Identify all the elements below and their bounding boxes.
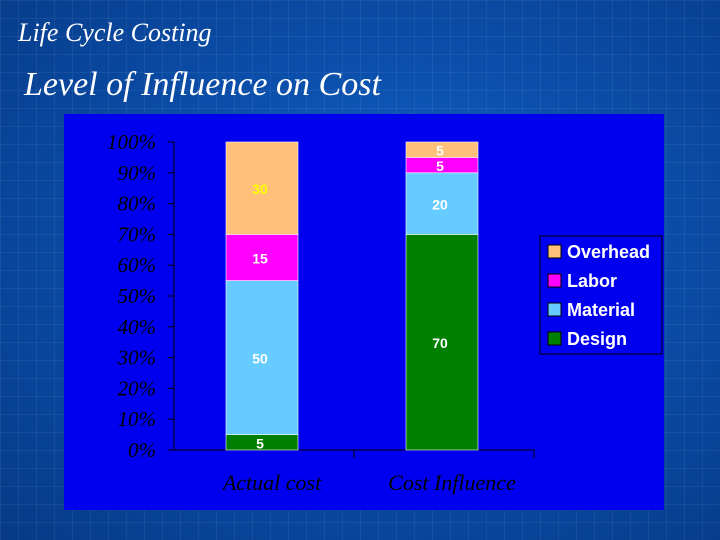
- y-tick-label: 60%: [118, 253, 157, 277]
- data-label: 15: [252, 251, 268, 267]
- bar-overhead: [225, 141, 299, 235]
- x-category-label: Actual cost: [221, 470, 322, 495]
- data-label: 5: [436, 158, 444, 174]
- legend-swatch-labor: [547, 273, 562, 288]
- y-tick-label: 0%: [128, 438, 156, 462]
- y-tick-label: 70%: [118, 222, 157, 246]
- legend-label-labor: Labor: [567, 271, 617, 291]
- y-tick-label: 10%: [118, 407, 157, 431]
- x-category-label: Cost Influence: [388, 470, 516, 495]
- y-tick-label: 50%: [118, 284, 157, 308]
- y-tick-label: 100%: [107, 130, 156, 154]
- chart-panel: 0% 10% 20% 30% 40% 50% 60% 70% 80% 90% 100% Actual …: [64, 114, 664, 510]
- legend-swatch-material: [547, 302, 562, 317]
- legend-swatch-design: [547, 331, 562, 346]
- legend-label-design: Design: [567, 329, 627, 349]
- bar-labor: [225, 234, 299, 281]
- y-tick-label: 90%: [118, 161, 157, 185]
- data-label: 50: [252, 351, 268, 367]
- data-label: 30: [252, 181, 268, 197]
- data-label: 5: [256, 435, 264, 451]
- y-tick-label: 30%: [117, 346, 157, 370]
- slide-title: Level of Influence on Cost: [24, 66, 381, 103]
- bar-overhead: [405, 141, 479, 158]
- bar-material: [225, 280, 299, 435]
- data-label: 20: [432, 197, 448, 213]
- legend-swatch-overhead: [547, 244, 562, 259]
- stacked-bar-chart: 0% 10% 20% 30% 40% 50% 60% 70% 80% 90% 100% Actual …: [107, 130, 663, 495]
- legend-label-overhead: Overhead: [567, 242, 650, 262]
- section-title: Life Cycle Costing: [18, 18, 212, 47]
- y-tick-label: 20%: [118, 376, 157, 400]
- legend-label-material: Material: [567, 300, 635, 320]
- bar-material: [405, 172, 479, 235]
- data-label: 5: [436, 143, 444, 159]
- data-label: 70: [432, 335, 448, 351]
- y-tick-label: 80%: [118, 192, 157, 216]
- y-tick-label: 40%: [118, 315, 157, 339]
